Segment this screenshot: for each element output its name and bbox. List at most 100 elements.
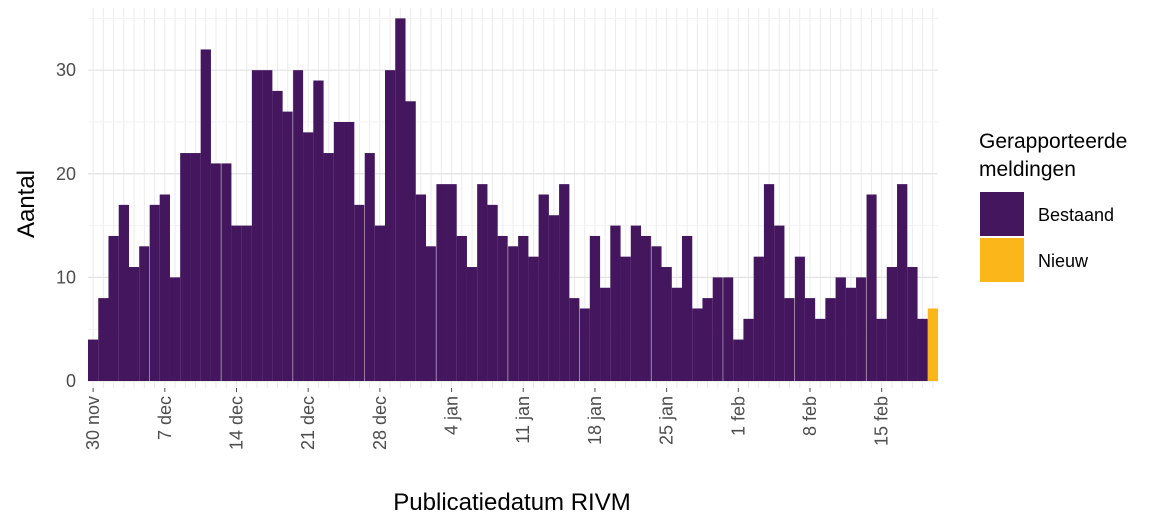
bar-bestaand bbox=[507, 246, 519, 381]
legend-key-bestaand bbox=[980, 192, 1024, 236]
bar-bestaand bbox=[128, 267, 140, 381]
bar-bestaand bbox=[272, 90, 283, 381]
legend-label-bestaand: Bestaand bbox=[1038, 205, 1114, 225]
bar-bestaand bbox=[354, 204, 365, 381]
bar-bestaand bbox=[231, 225, 242, 381]
legend-key-nieuw bbox=[980, 238, 1024, 282]
bar-bestaand bbox=[753, 256, 764, 381]
bar-bestaand bbox=[600, 287, 611, 381]
bar-bestaand bbox=[190, 153, 201, 381]
legend: Gerapporteerde meldingen Bestaand Nieuw bbox=[979, 130, 1127, 282]
x-tick-label: 28 dec bbox=[370, 396, 390, 450]
y-axis-title: Aantal bbox=[13, 170, 40, 238]
bar-bestaand bbox=[620, 256, 631, 381]
bar-bestaand bbox=[907, 267, 918, 381]
x-tick-label: 4 jan bbox=[442, 396, 462, 435]
bar-bestaand bbox=[118, 204, 130, 381]
bars bbox=[88, 8, 939, 382]
bar-bestaand bbox=[794, 256, 805, 381]
bar-bestaand bbox=[548, 215, 560, 381]
bar-bestaand bbox=[169, 277, 181, 381]
bar-bestaand bbox=[774, 225, 785, 381]
bar-bestaand bbox=[569, 298, 580, 381]
legend-label-nieuw: Nieuw bbox=[1038, 251, 1089, 271]
bar-bestaand bbox=[98, 298, 109, 381]
bar-bestaand bbox=[364, 153, 375, 381]
bar-bestaand bbox=[681, 235, 693, 381]
bar-bestaand bbox=[579, 308, 590, 381]
x-tick-label: 7 dec bbox=[155, 396, 175, 440]
y-tick-label: 20 bbox=[56, 164, 76, 184]
bar-bestaand bbox=[651, 246, 662, 381]
bar-bestaand bbox=[610, 225, 621, 381]
legend-title-line-1: Gerapporteerde bbox=[979, 130, 1127, 153]
bar-bestaand bbox=[221, 163, 232, 381]
bar-bestaand bbox=[313, 80, 324, 382]
bar-bestaand bbox=[344, 121, 355, 381]
bar-bestaand bbox=[88, 339, 99, 381]
bar-bestaand bbox=[528, 256, 539, 381]
bar-bestaand bbox=[149, 204, 160, 381]
bar-bestaand bbox=[876, 318, 887, 381]
bar-bestaand bbox=[866, 194, 877, 381]
bar-bestaand bbox=[323, 153, 334, 381]
bar-bestaand bbox=[538, 194, 549, 381]
bar-bestaand bbox=[835, 277, 846, 381]
x-axis-title: Publicatiedatum RIVM bbox=[393, 489, 630, 516]
bar-bestaand bbox=[200, 49, 211, 381]
bar-bestaand bbox=[630, 225, 642, 381]
y-axis-ticks: 0 10 20 30 bbox=[56, 60, 76, 391]
bar-bestaand bbox=[251, 70, 263, 382]
bar-bestaand bbox=[425, 246, 437, 381]
bar-bestaand bbox=[303, 132, 314, 381]
x-tick-label: 25 jan bbox=[657, 396, 677, 445]
bar-bestaand bbox=[487, 204, 498, 381]
bar-bestaand bbox=[825, 298, 836, 381]
y-tick-label: 0 bbox=[66, 371, 76, 391]
bar-bestaand bbox=[456, 235, 467, 381]
legend-title-line-2: meldingen bbox=[979, 158, 1076, 181]
bar-bestaand bbox=[886, 267, 898, 381]
bar-bestaand bbox=[292, 70, 304, 382]
bar-bestaand bbox=[671, 287, 683, 381]
bar-bestaand bbox=[415, 194, 427, 381]
bar-bestaand bbox=[845, 287, 857, 381]
bar-bestaand bbox=[722, 277, 734, 381]
bar-bestaand bbox=[763, 184, 775, 381]
x-tick-label: 21 dec bbox=[298, 396, 318, 450]
x-tick-label: 15 feb bbox=[872, 396, 892, 446]
bar-bestaand bbox=[856, 277, 867, 381]
bar-bestaand bbox=[210, 163, 222, 381]
y-tick-label: 30 bbox=[56, 60, 76, 80]
bar-bestaand bbox=[282, 111, 293, 381]
bar-bestaand bbox=[262, 70, 273, 382]
bar-bestaand bbox=[374, 225, 386, 381]
bar-bestaand bbox=[333, 121, 345, 381]
x-tick-label: 14 dec bbox=[226, 396, 246, 450]
bar-bestaand bbox=[395, 18, 406, 381]
bar-bestaand bbox=[497, 235, 508, 381]
bar-bestaand bbox=[784, 298, 795, 381]
bar-bestaand bbox=[159, 194, 170, 381]
bar-bestaand bbox=[405, 101, 416, 381]
bar-bestaand bbox=[108, 235, 119, 381]
x-axis-ticks: 30 nov 7 dec 14 dec 21 dec 28 dec 4 jan 11 jan… bbox=[83, 388, 892, 450]
bar-bestaand bbox=[466, 267, 478, 381]
bar-bestaand bbox=[180, 153, 191, 381]
bar-bestaand bbox=[804, 298, 816, 381]
y-tick-label: 10 bbox=[56, 267, 76, 287]
bar-bestaand bbox=[477, 184, 488, 381]
x-tick-label: 1 feb bbox=[728, 396, 748, 436]
bar-bestaand bbox=[692, 308, 703, 381]
bar-bestaand bbox=[702, 298, 713, 381]
x-tick-label: 30 nov bbox=[83, 396, 103, 450]
bar-bestaand bbox=[139, 246, 150, 381]
bar-bestaand bbox=[743, 318, 754, 381]
x-tick-label: 18 jan bbox=[585, 396, 605, 445]
bar-bestaand bbox=[518, 235, 529, 381]
x-tick-label: 8 feb bbox=[800, 396, 820, 436]
bar-bestaand bbox=[589, 235, 601, 381]
bar-bestaand bbox=[241, 225, 252, 381]
bar-bestaand bbox=[446, 184, 457, 381]
